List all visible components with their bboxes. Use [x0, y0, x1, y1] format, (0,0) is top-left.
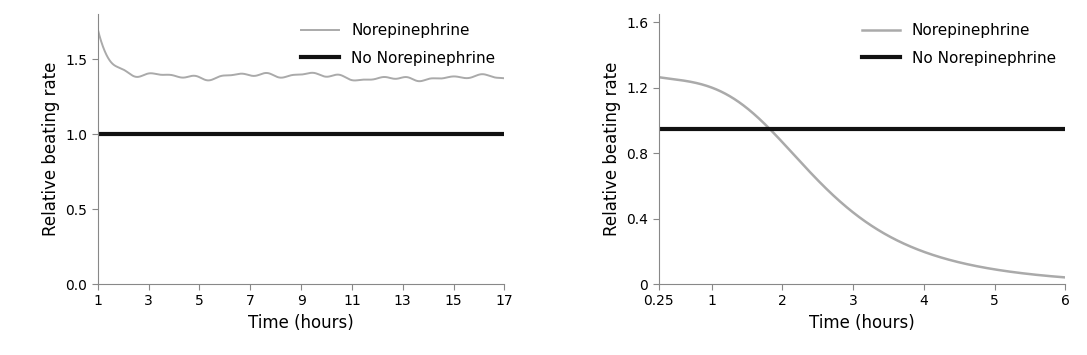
Legend: Norepinephrine, No Norepinephrine: Norepinephrine, No Norepinephrine — [295, 17, 501, 72]
X-axis label: Time (hours): Time (hours) — [809, 314, 915, 332]
Legend: Norepinephrine, No Norepinephrine: Norepinephrine, No Norepinephrine — [855, 17, 1062, 72]
Norepinephrine — [1047, 274, 1060, 279]
No Norepinephrine — [66, 132, 79, 136]
Norepinephrine — [486, 75, 499, 79]
Norepinephrine — [850, 213, 863, 217]
Norepinephrine — [839, 204, 852, 208]
Norepinephrine — [1047, 274, 1060, 279]
Norepinephrine — [278, 75, 291, 79]
Norepinephrine — [413, 79, 426, 83]
Norepinephrine — [91, 27, 104, 32]
Line: Norepinephrine: Norepinephrine — [98, 29, 504, 81]
Norepinephrine — [486, 75, 499, 79]
X-axis label: Time (hours): Time (hours) — [248, 314, 354, 332]
Line: Norepinephrine: Norepinephrine — [659, 77, 1065, 277]
Norepinephrine — [112, 65, 125, 70]
Norepinephrine — [972, 264, 985, 269]
Norepinephrine — [498, 76, 511, 81]
No Norepinephrine — [635, 126, 648, 131]
No Norepinephrine — [705, 126, 719, 131]
Norepinephrine — [652, 75, 665, 80]
Norepinephrine — [673, 78, 686, 82]
No Norepinephrine — [91, 132, 104, 136]
Norepinephrine — [1059, 275, 1072, 279]
Y-axis label: Relative beating rate: Relative beating rate — [602, 62, 621, 236]
Norepinephrine — [289, 73, 302, 77]
Y-axis label: Relative beating rate: Relative beating rate — [42, 62, 60, 236]
Norepinephrine — [411, 79, 424, 83]
